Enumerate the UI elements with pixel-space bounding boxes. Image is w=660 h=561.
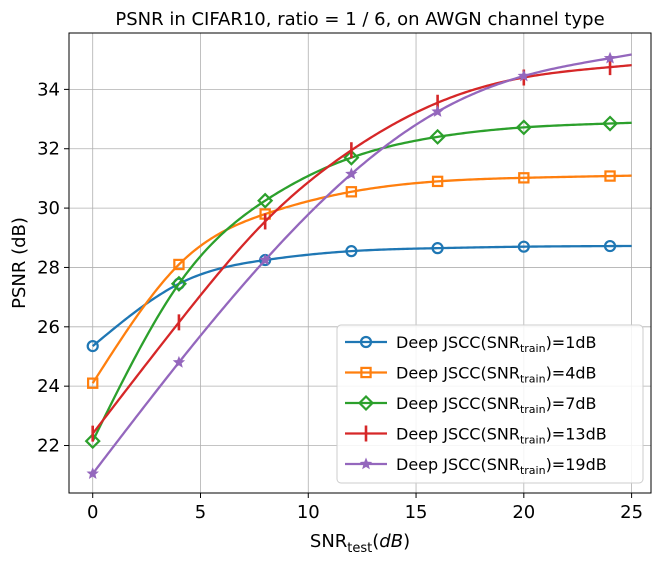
legend-item: Deep JSCC(SNRtrain)=7dB (345, 394, 597, 416)
series-3-point (343, 149, 360, 166)
x-axis-label-sub: test (347, 541, 372, 556)
legend-marker (359, 335, 373, 349)
series-2-point (345, 186, 358, 198)
grid-layer (69, 33, 651, 493)
x-axis-label-close: ) (403, 531, 410, 552)
series-2-point (518, 172, 530, 184)
x-axis-label-main: SNR (310, 531, 347, 552)
x-tick-label: 5 (195, 502, 206, 523)
legend-label: Deep JSCC(SNRtrain)=13dB (396, 425, 607, 447)
y-tick-label: 32 (37, 139, 60, 160)
x-tick-label: 25 (620, 502, 643, 523)
series-5-point (517, 69, 531, 82)
series-5-point (431, 105, 444, 117)
series-2 (87, 170, 632, 389)
series-3-line (91, 121, 632, 442)
x-axis-label: SNRtest(dB) (310, 531, 410, 556)
plot-frame (68, 32, 652, 494)
series-layer (84, 51, 632, 479)
series-1-point (86, 339, 99, 353)
y-tick-label: 26 (37, 317, 60, 338)
series-1-point (345, 245, 358, 258)
series-3 (84, 115, 632, 450)
series-5-line (91, 53, 632, 475)
series-3-point (515, 119, 532, 136)
legend-item: Deep JSCC(SNRtrain)=19dB (345, 455, 607, 477)
series-5-point (86, 467, 99, 479)
series-3-point (601, 115, 619, 132)
x-tick-label: 0 (87, 502, 98, 523)
y-tick-label: 28 (37, 257, 60, 278)
y-tick-label: 34 (37, 79, 60, 100)
x-axis-label-open: ( (372, 531, 379, 552)
series-5-point (603, 51, 617, 64)
y-tick-label: 22 (37, 436, 60, 457)
legend-label: Deep JSCC(SNRtrain)=7dB (396, 394, 597, 416)
series-4-line (91, 64, 632, 435)
series-5-point (345, 167, 358, 180)
chart-title: PSNR in CIFAR10, ratio = 1 / 6, on AWGN … (115, 9, 604, 30)
legend-item: Deep JSCC(SNRtrain)=1dB (345, 333, 597, 355)
series-5-point (172, 355, 186, 368)
x-tick-label: 20 (512, 502, 535, 523)
tick-layer: 0 5 10 15 20 25 22 24 26 28 30 32 34 (37, 79, 643, 523)
series-2-point (604, 170, 616, 182)
legend-marker (360, 366, 372, 379)
x-axis-label-unit: dB (379, 531, 403, 552)
series-1-point (517, 240, 530, 253)
x-tick-label: 15 (405, 502, 428, 523)
legend-label: Deep JSCC(SNRtrain)=4dB (396, 364, 597, 386)
series-3-point (257, 192, 274, 209)
y-axis-label: PSNR (dB) (9, 217, 30, 309)
legend-label: Deep JSCC(SNRtrain)=1dB (396, 333, 597, 355)
legend-marker (359, 457, 373, 470)
series-3-point (84, 433, 101, 450)
series-5 (86, 51, 632, 479)
legend-frame (336, 324, 644, 484)
series-3-point (429, 128, 446, 145)
series-1-point (603, 239, 617, 253)
y-tick-label: 24 (37, 376, 60, 397)
series-1-point (431, 242, 444, 255)
legend-item: Deep JSCC(SNRtrain)=13dB (345, 425, 607, 447)
series-2-point (431, 175, 444, 188)
series-3-point (170, 275, 187, 292)
series-2-point (173, 258, 185, 271)
series-2-point (87, 377, 99, 389)
y-tick-label: 30 (37, 198, 60, 219)
legend-marker (357, 394, 375, 412)
legend: Deep JSCC(SNRtrain)=1dB Deep JSCC(SNRtrai… (336, 324, 644, 484)
x-tick-label: 10 (297, 502, 320, 523)
legend-item: Deep JSCC(SNRtrain)=4dB (345, 364, 597, 386)
legend-label: Deep JSCC(SNRtrain)=19dB (396, 455, 607, 477)
series-5-point (258, 253, 272, 266)
